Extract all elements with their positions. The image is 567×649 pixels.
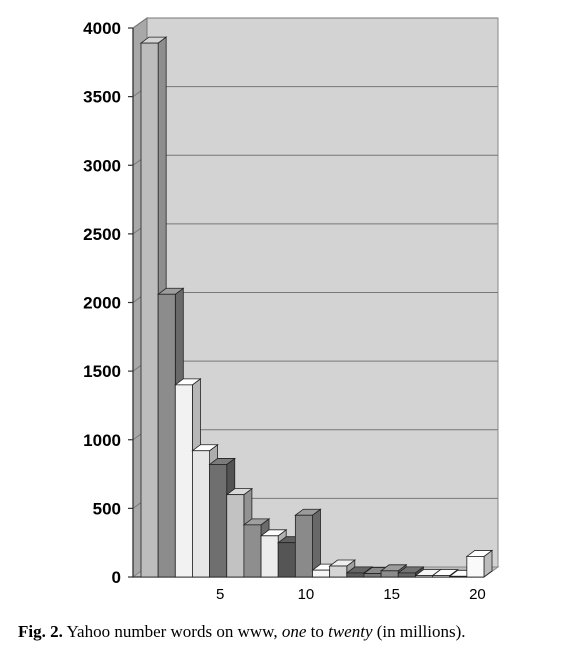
bar xyxy=(449,575,468,578)
bar xyxy=(380,570,399,578)
bar xyxy=(260,535,279,578)
gridline xyxy=(132,17,498,29)
bar xyxy=(397,572,416,578)
bar xyxy=(312,569,331,578)
bar-chart: 0 500 1000 1500 2000 2500 3000 3500 4000 5 10 15 20 xyxy=(83,17,500,603)
y-tick-label: 3000 xyxy=(83,156,121,175)
bar xyxy=(346,572,365,578)
figure-caption: Fig. 2. Yahoo number words on www, one t… xyxy=(18,622,558,642)
caption-text-2: to xyxy=(310,622,324,641)
bar xyxy=(243,524,262,578)
bar xyxy=(466,556,485,578)
x-tick-label: 20 xyxy=(469,586,486,603)
bar xyxy=(277,542,296,578)
bar xyxy=(329,565,348,578)
bar xyxy=(414,575,433,578)
bar xyxy=(174,384,193,578)
caption-label: Fig. 2. xyxy=(18,622,63,641)
y-tick-label: 1000 xyxy=(83,431,121,450)
y-tick-label: 1500 xyxy=(83,362,121,381)
bar xyxy=(192,450,210,578)
bar xyxy=(294,514,313,578)
y-tick-label: 500 xyxy=(93,499,121,518)
bar xyxy=(209,464,228,578)
y-tick-label: 4000 xyxy=(83,19,121,38)
bar xyxy=(140,42,159,578)
x-tick-label: 5 xyxy=(216,586,224,603)
bar xyxy=(363,573,382,578)
caption-text-3: (in millions). xyxy=(376,622,466,641)
caption-em-2: twenty xyxy=(328,622,373,641)
x-tick-label: 15 xyxy=(383,586,400,603)
y-tick-label: 2000 xyxy=(83,294,121,313)
caption-em-1: one xyxy=(281,622,307,641)
bar xyxy=(157,293,176,578)
y-tick-label: 2500 xyxy=(83,225,121,244)
bar xyxy=(432,575,451,578)
bar xyxy=(226,494,245,578)
y-tick-label: 0 xyxy=(112,568,121,587)
caption-text-1: Yahoo number words on www, xyxy=(66,622,278,641)
y-tick-label: 3500 xyxy=(83,88,121,107)
x-tick-label: 10 xyxy=(298,586,315,603)
